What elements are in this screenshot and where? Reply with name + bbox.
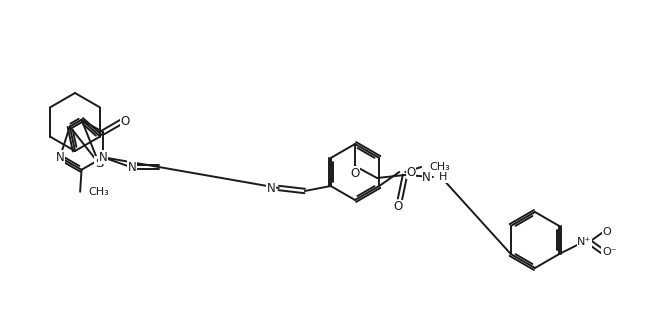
Text: N⁺: N⁺: [577, 237, 591, 247]
Text: N: N: [56, 151, 64, 164]
Text: N: N: [422, 170, 431, 183]
Text: O: O: [350, 167, 360, 179]
Text: S: S: [95, 157, 103, 170]
Text: CH₃: CH₃: [429, 162, 450, 172]
Text: O: O: [393, 200, 402, 213]
Text: O: O: [406, 166, 416, 178]
Text: O⁻: O⁻: [602, 247, 616, 257]
Text: N: N: [267, 181, 276, 194]
Text: O: O: [603, 227, 612, 237]
Text: O: O: [121, 115, 130, 128]
Text: CH₃: CH₃: [88, 187, 109, 197]
Text: N: N: [99, 151, 108, 164]
Text: N: N: [128, 161, 136, 174]
Text: H: H: [439, 172, 448, 182]
